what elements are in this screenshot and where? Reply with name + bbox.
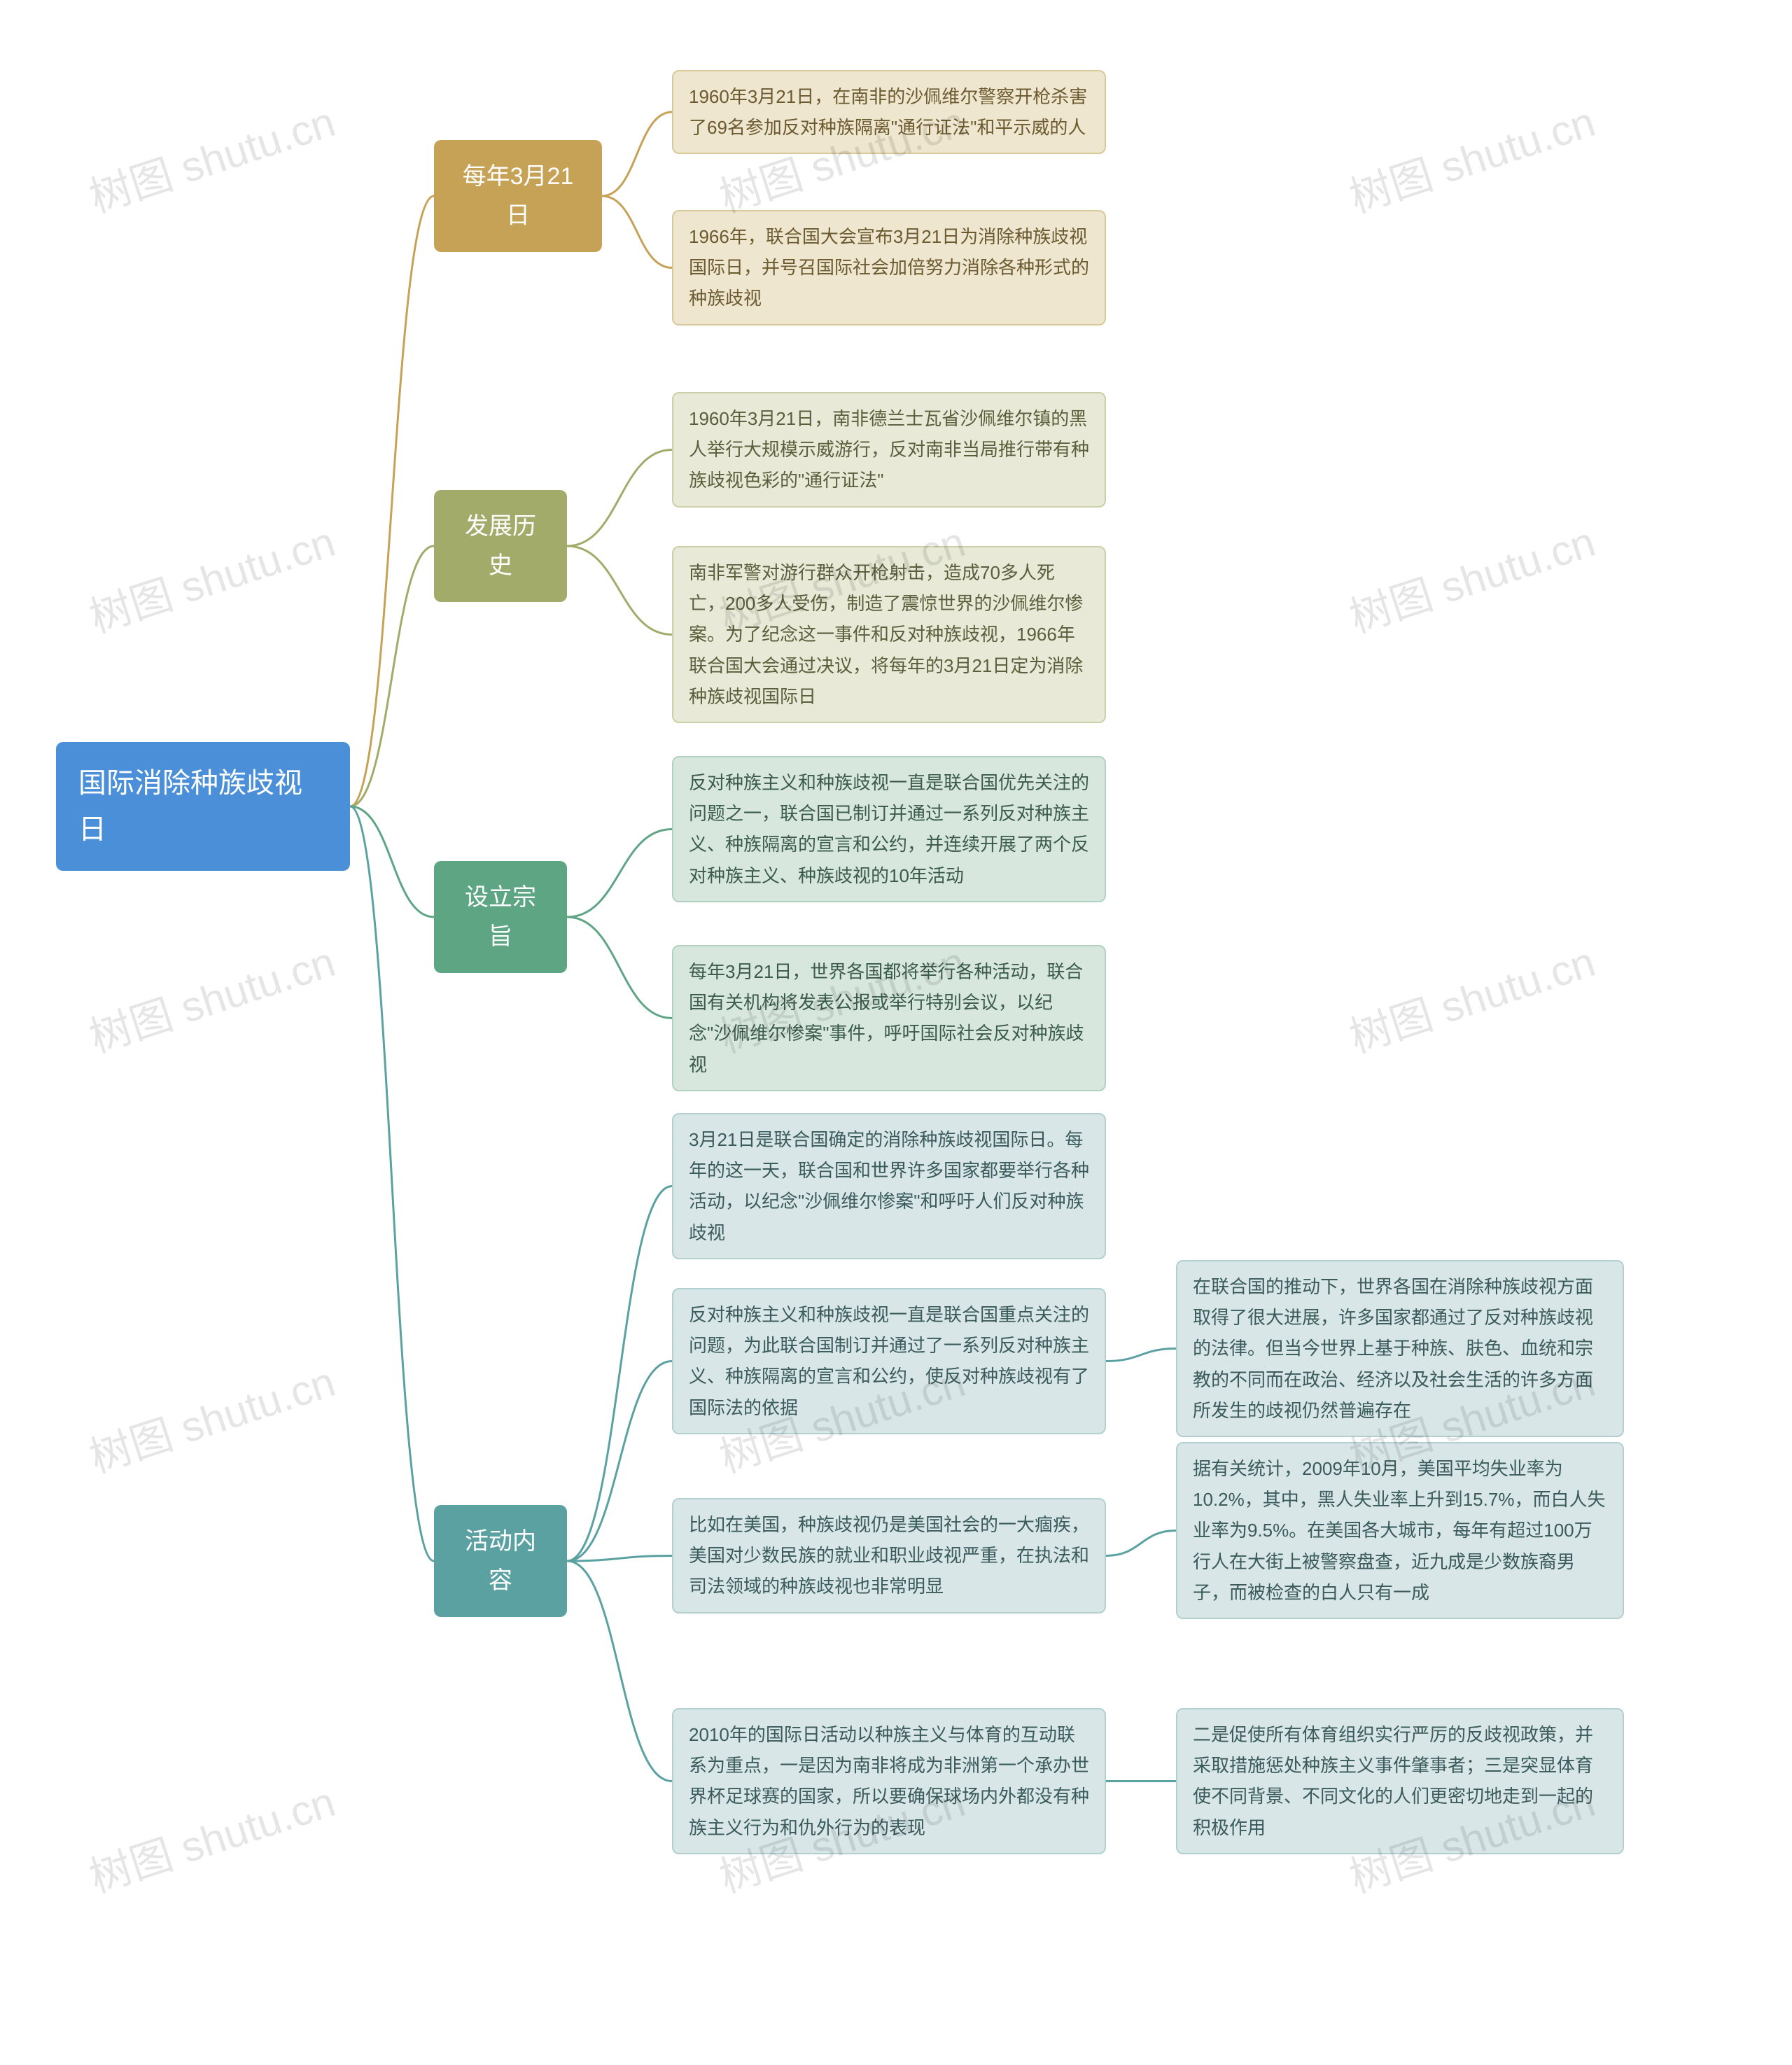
leaf-node: 在联合国的推动下，世界各国在消除种族歧视方面取得了很大进展，许多国家都通过了反对… (1176, 1260, 1624, 1437)
leaf-node: 2010年的国际日活动以种族主义与体育的互动联系为重点，一是因为南非将成为非洲第… (672, 1708, 1106, 1854)
leaf-text: 2010年的国际日活动以种族主义与体育的互动联系为重点，一是因为南非将成为非洲第… (689, 1724, 1089, 1838)
leaf-node: 二是促使所有体育组织实行严厉的反歧视政策，并采取措施惩处种族主义事件肇事者；三是… (1176, 1708, 1624, 1854)
leaf-text: 比如在美国，种族歧视仍是美国社会的一大痼疾，美国对少数民族的就业和职业歧视严重，… (689, 1514, 1089, 1597)
leaf-text: 反对种族主义和种族歧视一直是联合国重点关注的问题，为此联合国制订并通过了一系列反… (689, 1304, 1089, 1418)
leaf-node: 1966年，联合国大会宣布3月21日为消除种族歧视国际日，并号召国际社会加倍努力… (672, 210, 1106, 326)
leaf-node: 1960年3月21日，在南非的沙佩维尔警察开枪杀害了69名参加反对种族隔离"通行… (672, 70, 1106, 154)
leaf-node: 反对种族主义和种族歧视一直是联合国优先关注的问题之一，联合国已制订并通过一系列反… (672, 756, 1106, 902)
branch-label: 每年3月21日 (463, 163, 574, 229)
leaf-node: 反对种族主义和种族歧视一直是联合国重点关注的问题，为此联合国制订并通过了一系列反… (672, 1288, 1106, 1434)
branch-label: 发展历史 (465, 513, 536, 579)
leaf-node: 3月21日是联合国确定的消除种族歧视国际日。每年的这一天，联合国和世界许多国家都… (672, 1113, 1106, 1259)
leaf-node: 每年3月21日，世界各国都将举行各种活动，联合国有关机构将发表公报或举行特别会议… (672, 945, 1106, 1091)
mindmap-canvas: 国际消除种族歧视日 每年3月21日 发展历史 设立宗旨 活动内容 1960年3月… (0, 0, 1792, 2065)
leaf-text: 1966年，联合国大会宣布3月21日为消除种族歧视国际日，并号召国际社会加倍努力… (689, 226, 1089, 309)
leaf-text: 1960年3月21日，南非德兰士瓦省沙佩维尔镇的黑人举行大规模示威游行，反对南非… (689, 408, 1089, 491)
leaf-text: 据有关统计，2009年10月，美国平均失业率为10.2%，其中，黑人失业率上升到… (1193, 1458, 1605, 1603)
leaf-text: 反对种族主义和种族歧视一直是联合国优先关注的问题之一，联合国已制订并通过一系列反… (689, 772, 1089, 886)
watermark: 树图 shutu.cn (1340, 928, 1602, 1065)
root-label: 国际消除种族歧视日 (78, 768, 302, 845)
branch-history: 发展历史 (434, 490, 567, 602)
root-node: 国际消除种族歧视日 (56, 742, 350, 871)
branch-activities: 活动内容 (434, 1505, 567, 1617)
leaf-text: 每年3月21日，世界各国都将举行各种活动，联合国有关机构将发表公报或举行特别会议… (689, 961, 1084, 1075)
leaf-node: 比如在美国，种族歧视仍是美国社会的一大痼疾，美国对少数民族的就业和职业歧视严重，… (672, 1498, 1106, 1614)
watermark: 树图 shutu.cn (1340, 508, 1602, 645)
watermark: 树图 shutu.cn (80, 508, 342, 645)
leaf-text: 二是促使所有体育组织实行严厉的反歧视政策，并采取措施惩处种族主义事件肇事者；三是… (1193, 1724, 1593, 1838)
branch-purpose: 设立宗旨 (434, 861, 567, 973)
leaf-text: 在联合国的推动下，世界各国在消除种族歧视方面取得了很大进展，许多国家都通过了反对… (1193, 1276, 1593, 1421)
branch-march21: 每年3月21日 (434, 140, 602, 252)
leaf-text: 南非军警对游行群众开枪射击，造成70多人死亡，200多人受伤，制造了震惊世界的沙… (689, 562, 1083, 707)
watermark: 树图 shutu.cn (80, 928, 342, 1065)
watermark: 树图 shutu.cn (80, 1768, 342, 1905)
leaf-text: 1960年3月21日，在南非的沙佩维尔警察开枪杀害了69名参加反对种族隔离"通行… (689, 86, 1087, 138)
leaf-node: 据有关统计，2009年10月，美国平均失业率为10.2%，其中，黑人失业率上升到… (1176, 1442, 1624, 1619)
leaf-text: 3月21日是联合国确定的消除种族歧视国际日。每年的这一天，联合国和世界许多国家都… (689, 1129, 1089, 1243)
leaf-node: 南非军警对游行群众开枪射击，造成70多人死亡，200多人受伤，制造了震惊世界的沙… (672, 546, 1106, 723)
leaf-node: 1960年3月21日，南非德兰士瓦省沙佩维尔镇的黑人举行大规模示威游行，反对南非… (672, 392, 1106, 507)
watermark: 树图 shutu.cn (80, 1348, 342, 1485)
branch-label: 设立宗旨 (465, 884, 536, 950)
watermark: 树图 shutu.cn (80, 88, 342, 225)
watermark: 树图 shutu.cn (1340, 88, 1602, 225)
branch-label: 活动内容 (465, 1528, 536, 1594)
